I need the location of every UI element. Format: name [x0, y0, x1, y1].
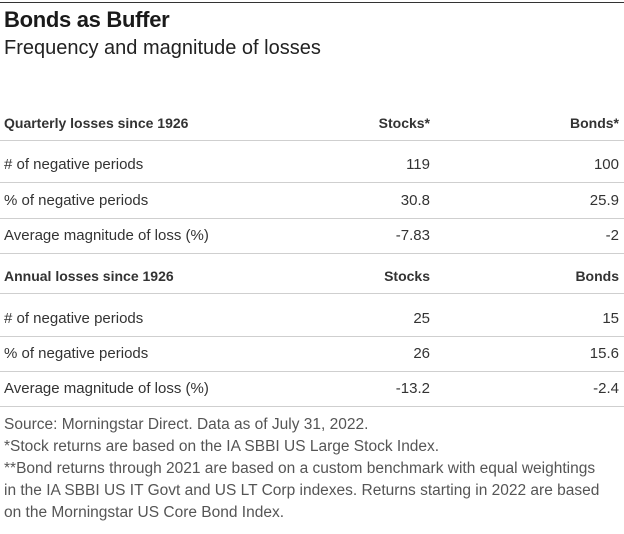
table-row: # of negative periods 119 100: [0, 148, 624, 183]
annual-header-bonds: Bonds: [575, 268, 619, 284]
stocks-value: -13.2: [395, 380, 430, 397]
footnote: *Stock returns are based on the IA SBBI …: [4, 438, 440, 455]
bonds-value: -2.4: [593, 380, 619, 397]
quarterly-header-row: Quarterly losses since 1926 Stocks* Bond…: [0, 106, 624, 141]
bonds-value: 15: [602, 310, 619, 327]
annual-header-stocks: Stocks: [384, 268, 430, 284]
row-label: Average magnitude of loss (%): [4, 380, 209, 397]
quarterly-header-stocks: Stocks*: [378, 115, 430, 131]
bonds-value: 25.9: [589, 192, 619, 209]
annual-header-label: Annual losses since 1926: [4, 268, 174, 284]
row-label: # of negative periods: [4, 310, 144, 327]
source-note: Source: Morningstar Direct. Data as of J…: [4, 416, 369, 433]
table-row: % of negative periods 30.8 25.9: [0, 184, 624, 219]
stocks-value: 119: [406, 156, 430, 173]
stocks-value: 30.8: [400, 192, 430, 209]
stocks-value: 25: [413, 310, 430, 327]
top-rule: [0, 2, 624, 3]
row-label: % of negative periods: [4, 192, 149, 209]
table-row: # of negative periods 25 15: [0, 302, 624, 337]
page-subtitle: Frequency and magnitude of losses: [4, 37, 321, 59]
row-label: # of negative periods: [4, 156, 144, 173]
annual-header-row: Annual losses since 1926 Stocks Bonds: [0, 259, 624, 294]
quarterly-header-label: Quarterly losses since 1926: [4, 115, 189, 131]
row-label: Average magnitude of loss (%): [4, 227, 209, 244]
bonds-value: 15.6: [589, 345, 619, 362]
footnote: on the Morningstar US Core Bond Index.: [4, 504, 285, 521]
table-row: Average magnitude of loss (%) -7.83 -2: [0, 219, 624, 254]
stocks-value: -7.83: [395, 227, 430, 244]
quarterly-header-bonds: Bonds*: [570, 115, 619, 131]
footnote: in the IA SBBI US IT Govt and US LT Corp…: [4, 482, 600, 499]
footnotes: Source: Morningstar Direct. Data as of J…: [4, 414, 620, 524]
table-row: % of negative periods 26 15.6: [0, 337, 624, 372]
bonds-value: 100: [593, 156, 619, 173]
row-label: % of negative periods: [4, 345, 149, 362]
stocks-value: 26: [413, 345, 430, 362]
table-row: Average magnitude of loss (%) -13.2 -2.4: [0, 372, 624, 407]
bonds-value: -2: [605, 227, 619, 244]
page-title: Bonds as Buffer: [4, 7, 170, 32]
footnote: **Bond returns through 2021 are based on…: [4, 460, 596, 477]
